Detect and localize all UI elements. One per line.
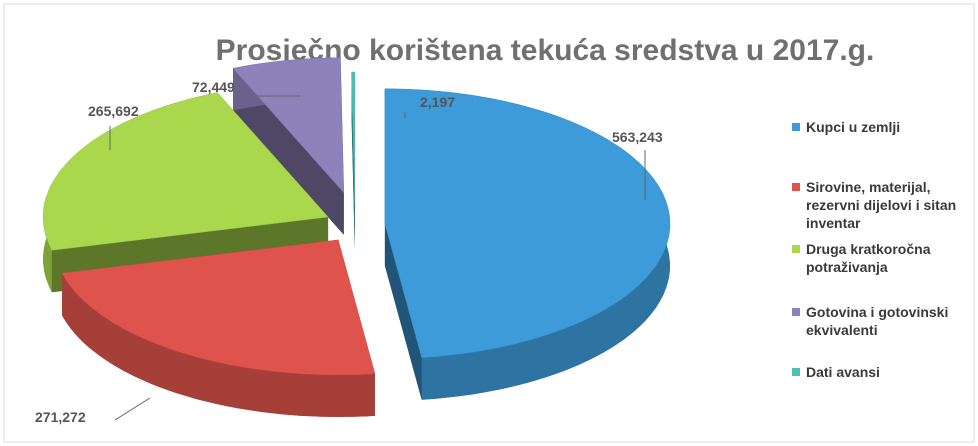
pie-slice (61, 239, 376, 376)
legend-label: Dati avansi (806, 364, 880, 380)
legend-swatch (792, 308, 800, 316)
data-label: 563,243 (612, 129, 663, 145)
data-label: 72,449 (192, 79, 235, 95)
leader-line (114, 397, 151, 421)
pie-slice (384, 88, 671, 358)
slice-wall (62, 273, 375, 417)
legend-entry: Druga kratkoročna potraživanja (792, 240, 978, 276)
pie-slice (351, 71, 356, 208)
legend-entry: Sirovine, materijal, rezervni dijelovi i… (792, 178, 978, 232)
pie-slice (42, 92, 329, 251)
legend-swatch (792, 123, 800, 131)
pie-slice (232, 57, 345, 194)
slice-wall (233, 68, 344, 235)
slice-wall (351, 72, 355, 249)
legend-swatch (792, 183, 800, 191)
legend-swatch (792, 368, 800, 376)
legend-entry: Dati avansi (792, 363, 978, 381)
data-label: 271,272 (35, 409, 86, 425)
data-label: 265,692 (88, 103, 139, 119)
legend-label: Gotovina i gotovinski ekvivalenti (806, 304, 949, 338)
legend-swatch (792, 245, 800, 253)
legend-label: Kupci u zemlji (806, 119, 901, 135)
legend-entry: Gotovina i gotovinski ekvivalenti (792, 303, 978, 339)
data-label: 2,197 (420, 94, 455, 110)
legend-label: Druga kratkoročna potraživanja (806, 241, 931, 275)
legend-label: Sirovine, materijal, rezervni dijelovi i… (806, 179, 957, 231)
slice-wall (384, 223, 422, 400)
legend-entry: Kupci u zemlji (792, 118, 978, 136)
